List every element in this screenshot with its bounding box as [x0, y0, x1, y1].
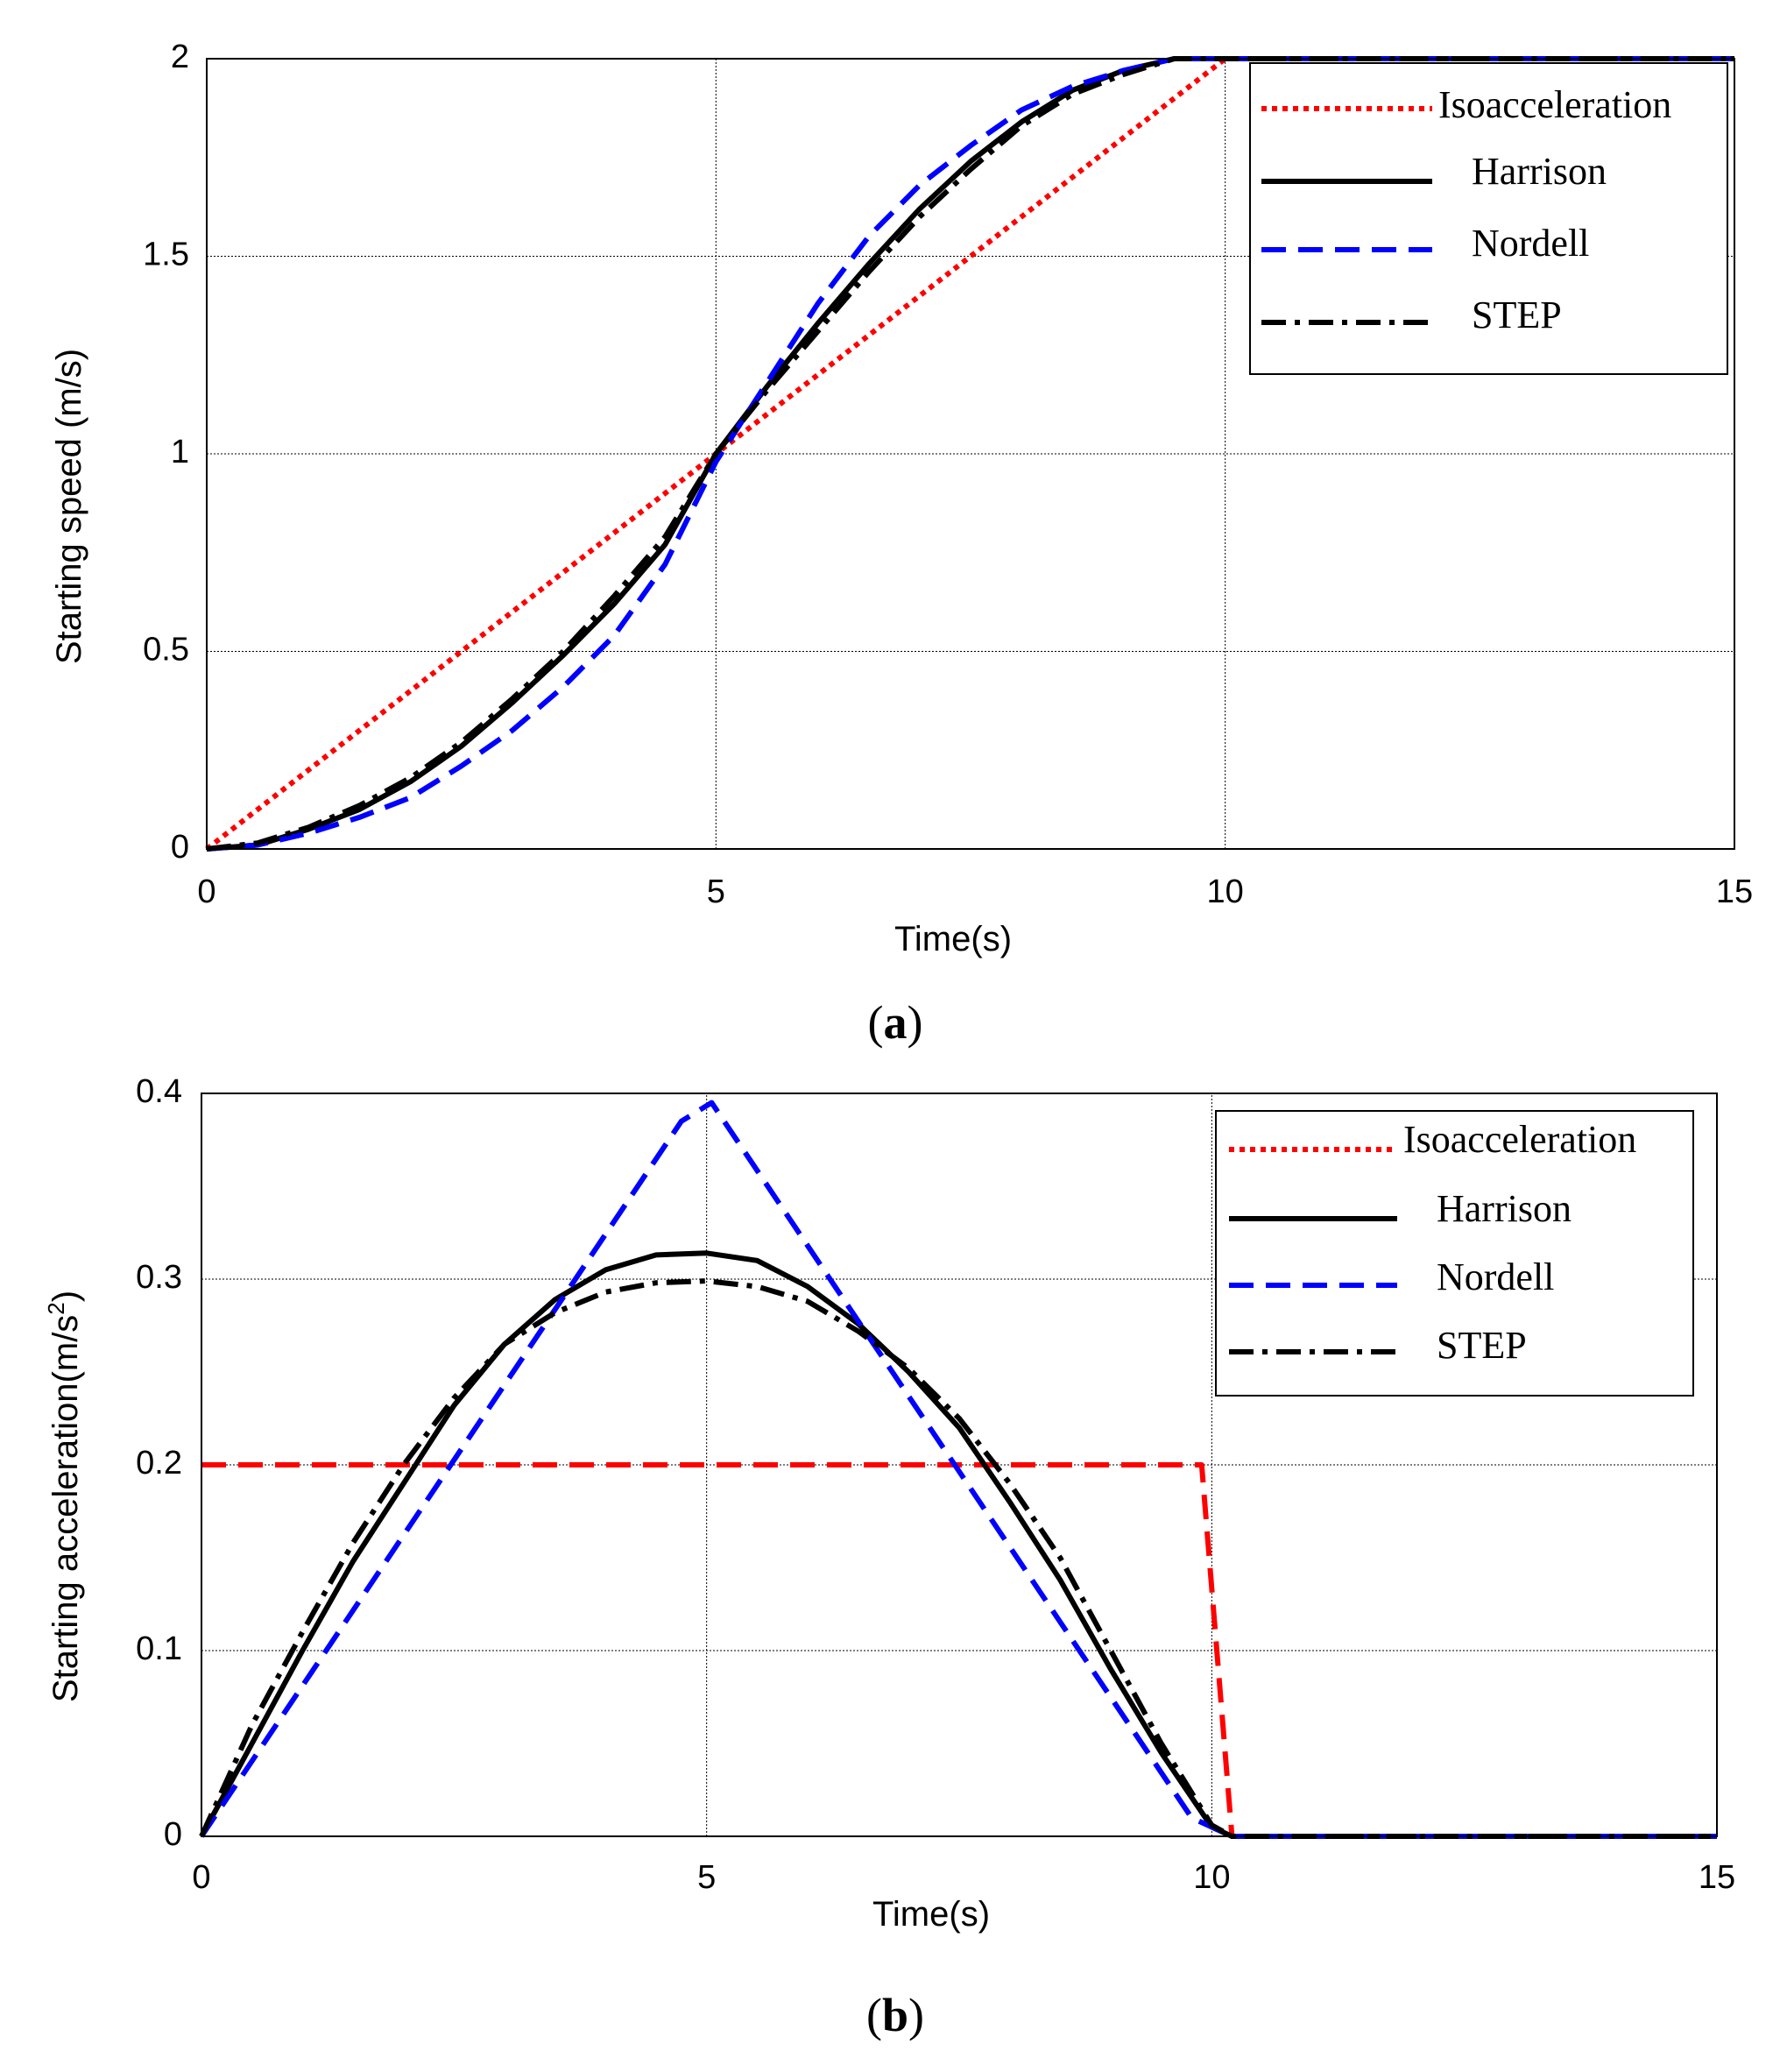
chart-b-series-step [199, 1278, 1717, 1839]
chart-b-y-tick-label: 0.4 [136, 1073, 182, 1110]
chart-a-legend-label-harrison: Harrison [1472, 150, 1607, 193]
chart-a-x-axis-label: Time(s) [894, 920, 1012, 958]
chart-b-y-tick-label: 0.2 [136, 1445, 182, 1482]
chart-b: 0 5 10 15 0 0.1 0.2 0.3 0.4 Time(s) Starting acc… [43, 1073, 1735, 2041]
chart-a-legend-label-nordell: Nordell [1472, 222, 1589, 265]
chart-b-ticks: 0 5 10 15 0 0.1 0.2 0.3 0.4 [136, 1073, 1735, 1896]
chart-b-series-harrison [199, 1250, 1717, 1839]
chart-a-series-step [206, 56, 1734, 852]
chart-a-legend-label-isoacceleration: Isoacceleration [1438, 83, 1671, 126]
chart-a-y-tick-label: 0 [171, 829, 189, 866]
chart-b-legend-box [1215, 1110, 1694, 1397]
chart-b-series-isoacceleration [201, 1462, 1717, 1839]
chart-b-x-tick-label: 15 [1699, 1859, 1735, 1896]
chart-b-y-tick-label: 0 [164, 1816, 182, 1853]
chart-a-y-tick-label: 1 [171, 434, 189, 470]
chart-a-x-tick-label: 15 [1716, 873, 1753, 910]
chart-a-legend: Isoacceleration Harrison Nordell STEP [1249, 62, 1728, 375]
chart-b-caption: (b) [866, 1989, 924, 2041]
chart-b-x-tick-label: 10 [1193, 1859, 1230, 1896]
chart-b-x-axis-label: Time(s) [872, 1895, 990, 1934]
chart-a-x-tick-label: 10 [1207, 873, 1244, 910]
chart-a-x-tick-label: 0 [197, 873, 215, 910]
chart-a: 0 5 10 15 0 0.5 1 1.5 2 Time(s) Starting speed (… [50, 39, 1753, 1049]
chart-b-x-tick-label: 0 [192, 1859, 210, 1896]
chart-a-series [205, 56, 1734, 852]
chart-b-legend-label-isoacceleration: Isoacceleration [1403, 1118, 1636, 1161]
chart-b-y-tick-label: 0.1 [136, 1630, 182, 1667]
chart-a-legend-label-step: STEP [1472, 293, 1562, 336]
chart-b-legend: Isoacceleration Harrison Nordell STEP [1215, 1110, 1694, 1397]
chart-a-ticks: 0 5 10 15 0 0.5 1 1.5 2 [143, 39, 1753, 910]
chart-b-legend-label-step: STEP [1437, 1324, 1527, 1367]
chart-a-plot-frame [206, 58, 1735, 850]
chart-a-x-tick-label: 5 [707, 873, 725, 910]
chart-a-series-nordell [206, 56, 1734, 852]
chart-a-y-axis-label: Starting speed (m/s) [50, 349, 88, 664]
chart-b-y-axis-label: Starting acceleration(m/s2) [43, 1291, 85, 1702]
chart-a-y-tick-label: 2 [171, 39, 189, 75]
chart-b-plot-frame [201, 1093, 1718, 1837]
chart-b-x-tick-label: 5 [697, 1859, 716, 1896]
chart-b-y-tick-label: 0.3 [136, 1259, 182, 1296]
chart-a-y-tick-label: 1.5 [143, 237, 189, 273]
chart-b-legend-label-nordell: Nordell [1437, 1255, 1554, 1298]
chart-a-caption: (a) [868, 996, 923, 1049]
chart-b-legend-label-harrison: Harrison [1437, 1187, 1572, 1230]
chart-a-y-tick-label: 0.5 [143, 632, 189, 668]
